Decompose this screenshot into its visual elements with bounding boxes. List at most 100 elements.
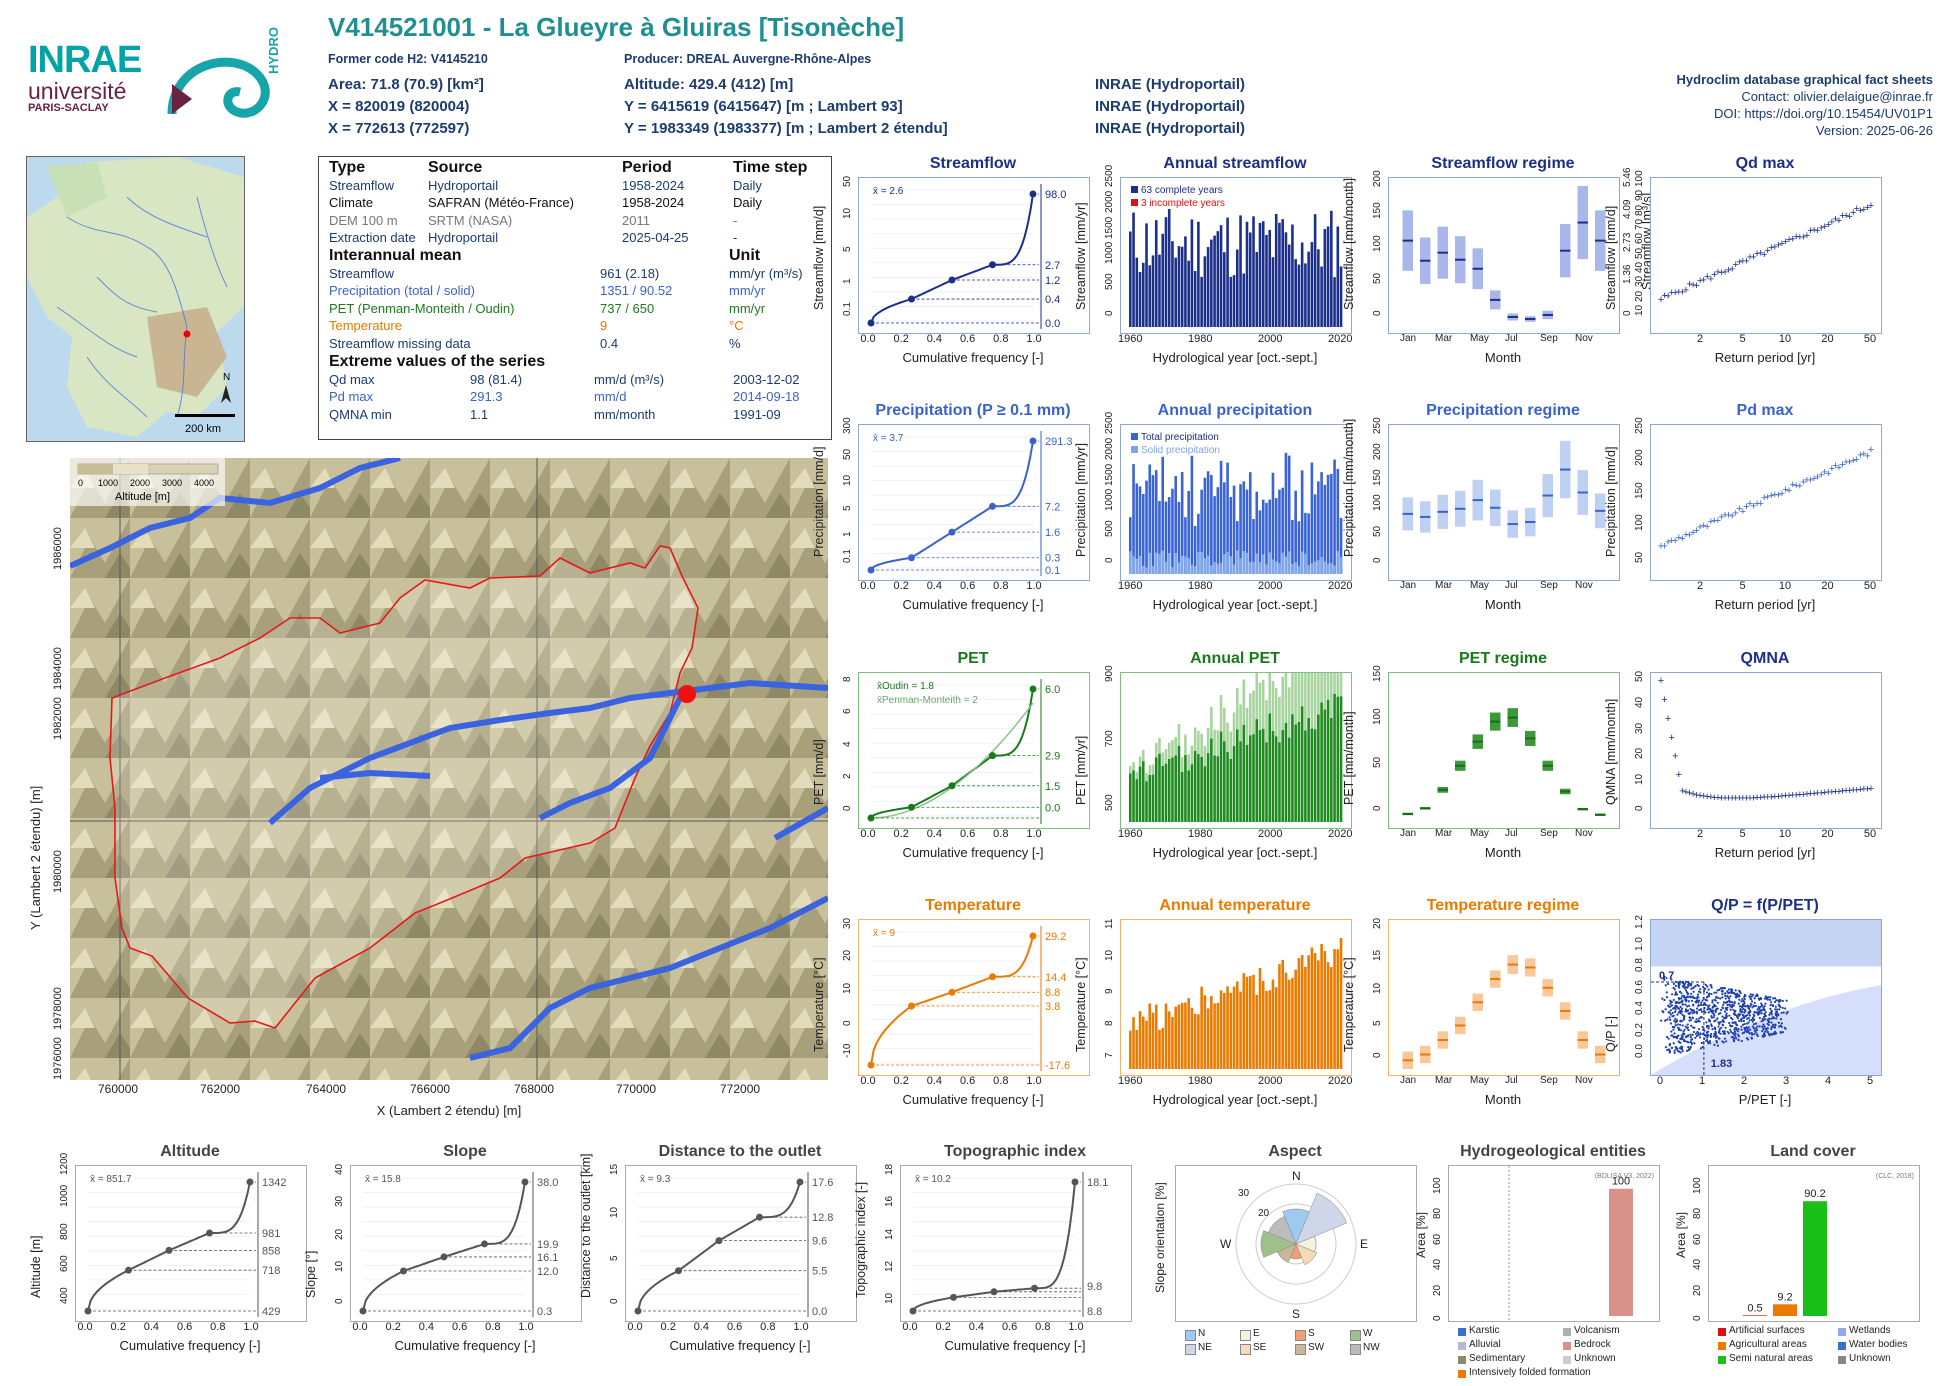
rp-point: + — [1857, 450, 1863, 462]
rp-point: + — [1811, 788, 1817, 800]
year-bar — [1193, 271, 1197, 327]
y-tick: 30 — [334, 1196, 345, 1208]
quantile-label: 7.2 — [1045, 501, 1060, 513]
qp-point — [1746, 1013, 1749, 1017]
legend-item: Wetlands — [1849, 1325, 1891, 1336]
qp-point — [1740, 1028, 1743, 1031]
x-tick: 1.0 — [1026, 828, 1042, 840]
bar-value-label: 9.2 — [1777, 1291, 1792, 1303]
year-bar-secondary — [1291, 673, 1294, 715]
qp-point — [1681, 1003, 1684, 1006]
rp-point: + — [1718, 792, 1724, 804]
year-bar-secondary — [1323, 561, 1327, 574]
rp-point: + — [1700, 520, 1706, 532]
qp-point — [1674, 984, 1677, 988]
qp-point — [1725, 1014, 1728, 1017]
cdf-line — [870, 688, 1034, 819]
mean-label: x̄ = 3.7 — [873, 433, 904, 444]
x-tick: 5 — [1739, 333, 1746, 345]
qp-point — [1748, 1009, 1751, 1012]
qp-point — [1698, 1017, 1701, 1020]
qp-point — [1722, 1041, 1725, 1044]
qp-point — [1740, 1019, 1743, 1022]
qp-point — [1758, 1007, 1761, 1010]
y-tick: 40 — [334, 1163, 345, 1175]
year-bar — [1248, 232, 1252, 327]
quantile-label: 0.0 — [1045, 318, 1060, 330]
quantile-label: 1342 — [262, 1177, 286, 1189]
year-bar-secondary — [1213, 729, 1216, 756]
annual_pet-title: Annual PET — [1190, 650, 1280, 667]
year-bar-secondary — [1313, 673, 1317, 730]
qp-point — [1733, 1028, 1736, 1031]
qp-point — [1761, 1025, 1764, 1028]
y-tick: 80 — [1692, 1207, 1703, 1219]
qp-point — [1675, 1019, 1679, 1022]
year-bar — [1174, 755, 1177, 822]
rp-point: + — [1839, 210, 1845, 222]
year-bar — [1174, 1006, 1177, 1069]
qp-point — [1749, 1028, 1752, 1031]
qp-point — [1692, 986, 1695, 989]
y-tick: 50 — [1372, 756, 1383, 768]
legend-swatch — [1185, 1330, 1196, 1341]
aspect-sector — [1260, 1230, 1297, 1258]
year-bar — [1323, 484, 1327, 574]
x-tick: 4 — [1824, 1075, 1832, 1087]
qp-point — [1747, 1026, 1750, 1029]
qp-point — [1678, 1040, 1681, 1044]
year-bar — [1206, 1008, 1210, 1069]
doi-link[interactable]: DOI: https://doi.org/10.15454/UV01P1 — [1714, 106, 1933, 121]
rp-point: + — [1832, 460, 1838, 472]
svg-text:4000: 4000 — [194, 478, 214, 488]
x-tick: 1.0 — [1026, 333, 1042, 345]
qp-point — [1689, 1041, 1692, 1044]
legend-item: E — [1253, 1328, 1260, 1339]
rp-point: + — [1708, 273, 1714, 285]
y-tick: 20 — [1432, 1284, 1443, 1296]
qp-point — [1775, 1017, 1778, 1020]
qp-point — [1717, 1031, 1721, 1034]
y-tick: 30 — [1634, 722, 1645, 734]
year-bar — [1193, 750, 1197, 822]
year-bar — [1330, 474, 1333, 574]
year-bar-secondary — [1252, 690, 1255, 735]
qp-point — [1738, 998, 1741, 1001]
qp-point — [1713, 1043, 1716, 1046]
legend-swatch — [1240, 1344, 1251, 1355]
year-bar-secondary — [1278, 696, 1281, 743]
y-tick: 100 — [1372, 494, 1383, 512]
hydro-logo-text: HYDRO — [266, 27, 281, 74]
month-tick: Mar — [1435, 333, 1453, 344]
rp-point: + — [1672, 750, 1678, 762]
temperature_regime-svg — [1402, 955, 1606, 1069]
year-bar — [1281, 487, 1284, 574]
qp-point — [1669, 1018, 1672, 1021]
legend-item: Volcanism — [1574, 1325, 1620, 1336]
year-bar-secondary — [1313, 561, 1317, 574]
qp-point — [1725, 1012, 1728, 1015]
rp-point: + — [1793, 789, 1799, 801]
qp-point — [1702, 989, 1706, 993]
qp-point — [1666, 1018, 1669, 1021]
year-bar — [1258, 729, 1262, 822]
year-bar-secondary — [1190, 745, 1194, 765]
rp-point: + — [1711, 515, 1717, 527]
rp-point: + — [1797, 789, 1803, 801]
table-row: PET (Penman-Monteith / Oudin) 737 / 650 mm… — [329, 300, 766, 316]
qp-point — [1686, 1009, 1690, 1012]
year-bar — [1317, 960, 1320, 1069]
qp-point — [1721, 1024, 1725, 1027]
qp-point — [1670, 1004, 1674, 1007]
qp-point — [1707, 1042, 1710, 1045]
qp-point — [1764, 1030, 1767, 1033]
year-bar — [1278, 742, 1281, 822]
x-tick: 0.8 — [993, 580, 1009, 592]
altitude-plot: 1342 981 858 718 429 x̄ = 851.7 — [75, 1165, 307, 1322]
qp-point — [1764, 1014, 1767, 1018]
year-bar — [1245, 221, 1249, 327]
qp-point — [1781, 1006, 1784, 1010]
rp-point: + — [1839, 459, 1845, 471]
qp-point — [1720, 1026, 1723, 1029]
qp-point — [1759, 1005, 1762, 1008]
